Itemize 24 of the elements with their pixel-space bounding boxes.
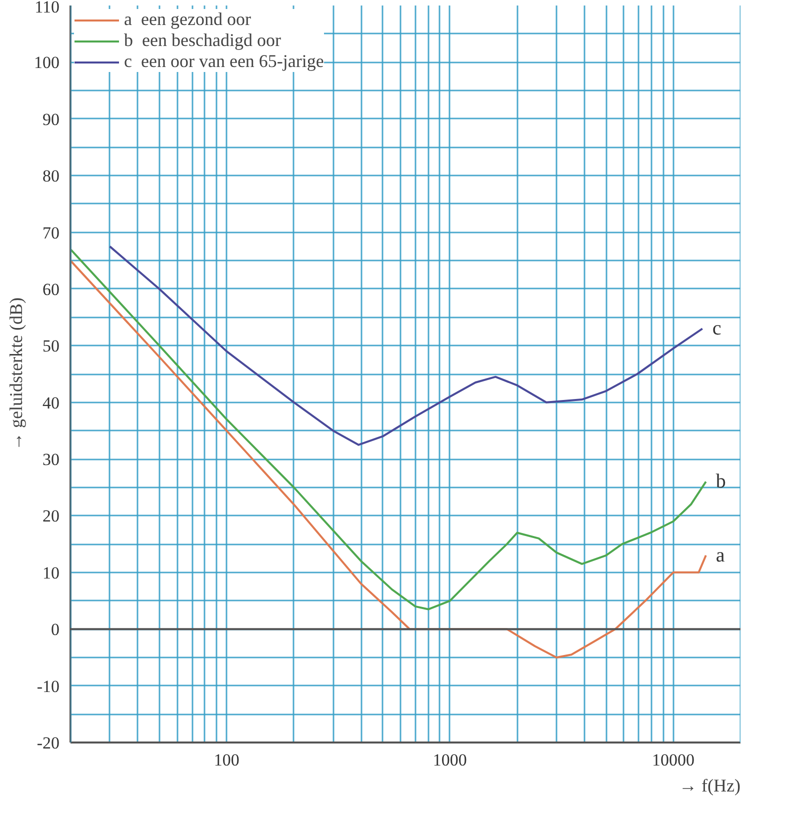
x-tick-label: 1000: [432, 750, 467, 770]
y-tick-label: 20: [42, 506, 60, 526]
y-tick-label: 110: [34, 0, 60, 16]
x-axis-title: → f(Hz): [679, 776, 741, 796]
y-tick-label: 100: [34, 53, 60, 72]
y-tick-label: 0: [51, 620, 60, 640]
annotation: c: [712, 318, 722, 340]
x-tick-label: 100: [214, 750, 240, 770]
y-tick-label: 60: [42, 280, 60, 299]
y-tick-label: 70: [42, 223, 60, 242]
y-tick-label: 50: [42, 336, 60, 356]
y-tick-label: 10: [42, 563, 60, 582]
y-tick-label: -20: [36, 734, 60, 752]
y-tick-label: 90: [42, 110, 60, 129]
legend-label: c een oor van een 65-jarige: [124, 51, 324, 72]
y-axis-title: → geluidsterkte (dB): [6, 298, 26, 450]
x-tick-label: 10000: [652, 750, 695, 770]
y-tick-label: 80: [42, 166, 60, 186]
y-tick-label: 40: [42, 393, 60, 412]
legend-label: a een gezond oor: [124, 9, 251, 30]
y-tick-label: 30: [42, 450, 60, 470]
y-tick-label: -10: [36, 676, 60, 696]
legend-label: b een beschadigd oor: [124, 30, 281, 51]
annotation: a: [716, 544, 725, 566]
